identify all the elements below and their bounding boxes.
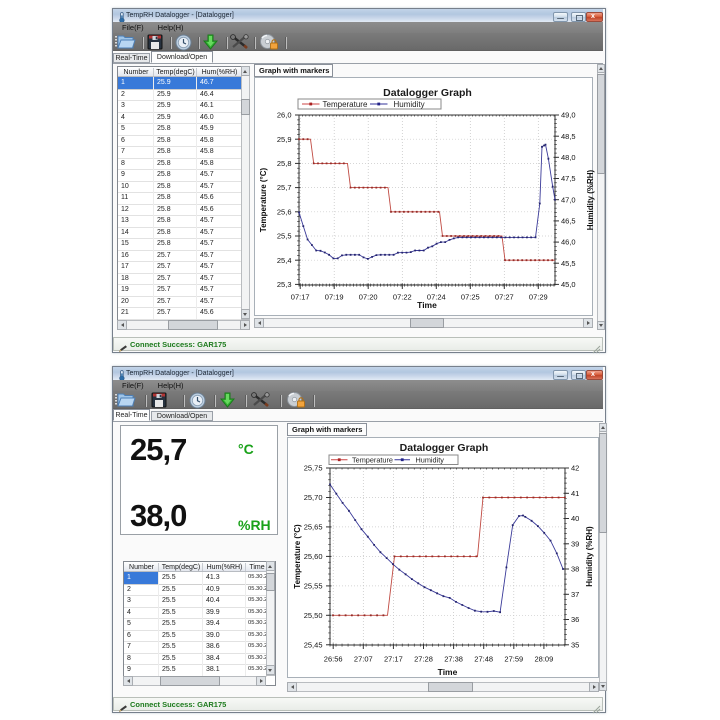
svg-text:07:22: 07:22 <box>393 293 412 302</box>
svg-text:25,9: 25,9 <box>277 135 292 144</box>
svg-text:35: 35 <box>571 640 579 649</box>
svg-text:27:59: 27:59 <box>504 655 523 664</box>
svg-text:25,65: 25,65 <box>304 523 323 532</box>
svg-text:Humidity: Humidity <box>394 100 425 109</box>
svg-text:27:48: 27:48 <box>474 655 493 664</box>
svg-text:48,5: 48,5 <box>561 132 576 141</box>
svg-text:49,0: 49,0 <box>561 111 576 120</box>
svg-text:Temperature: Temperature <box>352 456 393 465</box>
svg-text:47,0: 47,0 <box>561 195 576 204</box>
svg-text:42: 42 <box>571 464 579 473</box>
svg-text:27:17: 27:17 <box>384 655 403 664</box>
svg-text:Humidity (%RH): Humidity (%RH) <box>585 526 594 587</box>
svg-text:25,50: 25,50 <box>304 611 323 620</box>
svg-text:36: 36 <box>571 615 579 624</box>
svg-text:45,5: 45,5 <box>561 259 576 268</box>
svg-text:07:20: 07:20 <box>359 293 378 302</box>
svg-text:28:09: 28:09 <box>535 655 554 664</box>
svg-text:39: 39 <box>571 539 579 548</box>
svg-text:27:07: 27:07 <box>354 655 373 664</box>
svg-text:Temperature (°C): Temperature (°C) <box>293 524 302 589</box>
svg-text:27:28: 27:28 <box>414 655 433 664</box>
svg-text:27:38: 27:38 <box>444 655 463 664</box>
svg-text:37: 37 <box>571 590 579 599</box>
svg-text:25,6: 25,6 <box>277 207 292 216</box>
svg-text:46,0: 46,0 <box>561 238 576 247</box>
svg-text:47,5: 47,5 <box>561 174 576 183</box>
svg-text:25,55: 25,55 <box>304 582 323 591</box>
svg-text:07:17: 07:17 <box>291 293 310 302</box>
svg-text:25,5: 25,5 <box>277 232 292 241</box>
svg-text:Humidity (%RH): Humidity (%RH) <box>586 169 595 230</box>
svg-text:07:19: 07:19 <box>325 293 344 302</box>
svg-text:45,0: 45,0 <box>561 280 576 289</box>
svg-text:Temperature (°C): Temperature (°C) <box>259 167 268 232</box>
svg-text:Time: Time <box>417 300 437 310</box>
svg-text:Datalogger Graph: Datalogger Graph <box>383 87 472 99</box>
svg-text:25,75: 25,75 <box>304 464 323 473</box>
svg-text:Temperature: Temperature <box>323 100 368 109</box>
svg-text:25,70: 25,70 <box>304 493 323 502</box>
svg-text:38: 38 <box>571 565 579 574</box>
svg-text:25,7: 25,7 <box>277 183 292 192</box>
svg-text:46,5: 46,5 <box>561 217 576 226</box>
svg-text:Datalogger Graph: Datalogger Graph <box>400 442 489 454</box>
svg-text:07:25: 07:25 <box>461 293 480 302</box>
svg-text:25,4: 25,4 <box>277 256 292 265</box>
svg-text:25,3: 25,3 <box>277 280 292 289</box>
svg-text:07:24: 07:24 <box>427 293 446 302</box>
svg-text:25,45: 25,45 <box>304 640 323 649</box>
svg-text:07:29: 07:29 <box>529 293 548 302</box>
svg-text:26,0: 26,0 <box>277 111 292 120</box>
svg-text:41: 41 <box>571 489 579 498</box>
svg-text:25,60: 25,60 <box>304 552 323 561</box>
svg-text:40: 40 <box>571 514 579 523</box>
svg-text:25,8: 25,8 <box>277 159 292 168</box>
svg-text:07:27: 07:27 <box>495 293 514 302</box>
svg-text:48,0: 48,0 <box>561 153 576 162</box>
svg-text:Humidity: Humidity <box>416 456 445 465</box>
svg-text:Time: Time <box>438 667 458 677</box>
svg-text:26:56: 26:56 <box>324 655 343 664</box>
